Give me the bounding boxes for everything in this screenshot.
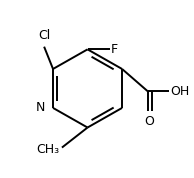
Text: OH: OH xyxy=(170,85,189,98)
Text: F: F xyxy=(111,43,118,56)
Text: Cl: Cl xyxy=(38,29,50,42)
Text: N: N xyxy=(36,101,45,114)
Text: CH₃: CH₃ xyxy=(37,143,60,156)
Text: O: O xyxy=(145,115,155,128)
